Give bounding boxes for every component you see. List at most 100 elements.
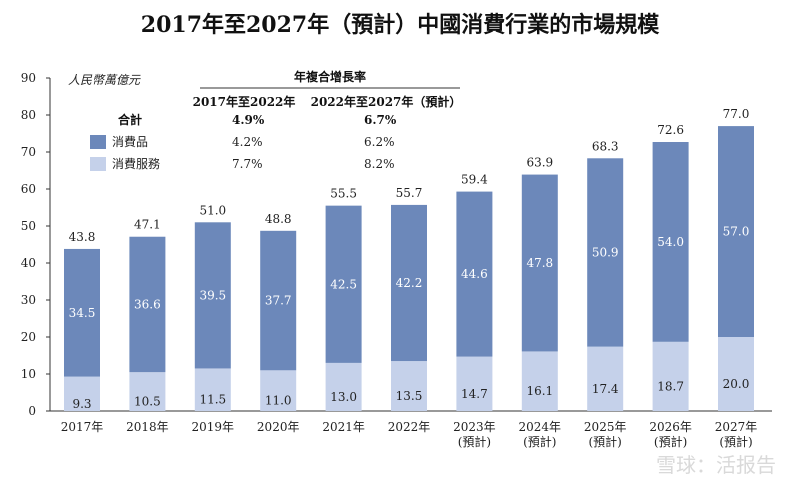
bar-services	[260, 370, 297, 411]
bar-goods	[325, 205, 362, 363]
bar-group: 11.0 37.7 48.8 2020年	[257, 212, 300, 434]
bar-services	[456, 356, 493, 411]
total-value-label: 55.5	[330, 187, 357, 201]
bar-services	[521, 351, 558, 411]
total-value-label: 51.0	[199, 203, 226, 217]
legend-swatch	[90, 157, 106, 171]
cagr-column-header: 2022年至2027年（預計）	[311, 94, 462, 109]
bar-goods	[718, 126, 754, 337]
services-value-label: 9.3	[72, 397, 91, 411]
bar-services	[325, 362, 362, 411]
cagr-value: 7.7%	[232, 157, 263, 171]
goods-value-label: 36.6	[134, 297, 161, 311]
goods-value-label: 44.6	[461, 267, 488, 281]
goods-value-label: 50.9	[592, 245, 619, 259]
x-tick-label: 2024年	[519, 420, 562, 434]
bar-group: 10.5 36.6 47.1 2018年	[126, 218, 169, 434]
legend-label: 消費品	[112, 134, 148, 149]
y-tick-label: 40	[21, 256, 36, 270]
bar-goods	[391, 204, 427, 362]
services-value-label: 13.0	[330, 390, 357, 404]
cagr-header: 年複合增長率	[294, 69, 366, 84]
total-value-label: 72.6	[657, 123, 684, 137]
total-value-label: 59.4	[461, 173, 488, 187]
goods-value-label: 54.0	[657, 235, 684, 249]
y-tick-label: 80	[21, 108, 36, 122]
x-tick-label: (預計)	[589, 434, 622, 449]
goods-value-label: 47.8	[526, 256, 553, 270]
y-tick-label: 30	[21, 293, 36, 307]
y-tick-label: 60	[21, 182, 36, 196]
bars: 9.3 34.5 43.8 2017年 10.5 36.6 47.1 2018年 11.5 39.…	[61, 107, 758, 449]
bar-goods	[456, 191, 493, 357]
services-value-label: 17.4	[592, 382, 619, 396]
bar-services	[652, 341, 689, 411]
x-tick-label: (預計)	[523, 434, 556, 449]
goods-value-label: 42.5	[330, 277, 357, 291]
x-tick-label: (預計)	[654, 434, 687, 449]
y-tick-label: 90	[21, 71, 36, 85]
x-tick-label: 2025年	[584, 420, 627, 434]
services-value-label: 11.0	[265, 394, 292, 408]
x-tick-label: 2021年	[322, 420, 365, 434]
total-value-label: 77.0	[723, 107, 750, 121]
bar-services	[391, 361, 427, 411]
cagr-value: 4.2%	[232, 135, 263, 149]
total-value-label: 48.8	[265, 212, 292, 226]
cagr-value: 6.7%	[364, 113, 397, 127]
goods-value-label: 57.0	[723, 225, 750, 239]
total-value-label: 55.7	[396, 186, 423, 200]
bar-group: 17.4 50.9 68.3 2025年(預計)	[584, 139, 627, 449]
y-tick-label: 20	[21, 330, 36, 344]
services-value-label: 10.5	[134, 395, 161, 409]
bar-services	[194, 368, 231, 411]
bar-services	[718, 337, 754, 411]
total-value-label: 43.8	[69, 230, 96, 244]
bar-group: 13.0 42.5 55.5 2021年	[322, 187, 365, 434]
bar-goods	[521, 174, 558, 352]
services-value-label: 11.5	[199, 393, 226, 407]
y-tick-label: 0	[28, 404, 36, 418]
bar-services	[587, 346, 624, 411]
bar-goods	[260, 230, 297, 371]
x-tick-label: 2018年	[126, 420, 169, 434]
bar-group: 9.3 34.5 43.8 2017年	[61, 230, 104, 434]
legend-label: 消費服務	[112, 156, 160, 171]
bar-goods	[129, 236, 166, 373]
bar-group: 11.5 39.5 51.0 2019年	[192, 203, 235, 434]
services-value-label: 14.7	[461, 387, 488, 401]
y-tick-label: 50	[21, 219, 36, 233]
x-tick-label: 2019年	[192, 420, 235, 434]
cagr-row-label: 合計	[118, 112, 142, 127]
goods-value-label: 37.7	[265, 294, 292, 308]
bar-group: 14.7 44.6 59.4 2023年(預計)	[453, 173, 496, 449]
cagr-value: 8.2%	[364, 157, 395, 171]
x-tick-label: 2022年	[388, 420, 431, 434]
services-value-label: 16.1	[526, 384, 553, 398]
x-tick-label: (預計)	[719, 434, 752, 449]
x-tick-label: (預計)	[458, 434, 491, 449]
total-value-label: 47.1	[134, 218, 161, 232]
x-tick-label: 2027年	[715, 420, 758, 434]
legend-swatch	[90, 135, 106, 149]
cagr-table: 年複合增長率 2017年至2022年 2022年至2027年（預計） 合計 4.9% 6.…	[90, 69, 461, 171]
chart-title: 2017年至2027年（預計）中國消費行業的市場規模	[141, 12, 660, 38]
cagr-value: 4.9%	[232, 113, 265, 127]
cagr-column-header: 2017年至2022年	[193, 94, 296, 109]
goods-value-label: 34.5	[69, 306, 96, 320]
unit-label: 人民幣萬億元	[68, 73, 141, 87]
x-tick-label: 2017年	[61, 420, 104, 434]
x-tick-label: 2026年	[649, 420, 692, 434]
axes: 0 10 20 30 40 50 60 70 80 90	[21, 71, 772, 418]
bar-goods	[64, 248, 100, 377]
y-tick-label: 10	[21, 367, 36, 381]
x-tick-label: 2020年	[257, 420, 300, 434]
cagr-value: 6.2%	[364, 135, 395, 149]
goods-value-label: 42.2	[396, 276, 423, 290]
y-tick-label: 70	[21, 145, 36, 159]
watermark: 雪球：活报告	[656, 453, 776, 477]
total-value-label: 68.3	[592, 139, 619, 153]
services-value-label: 13.5	[396, 389, 423, 403]
bar-group: 16.1 47.8 63.9 2024年(預計)	[519, 156, 562, 449]
